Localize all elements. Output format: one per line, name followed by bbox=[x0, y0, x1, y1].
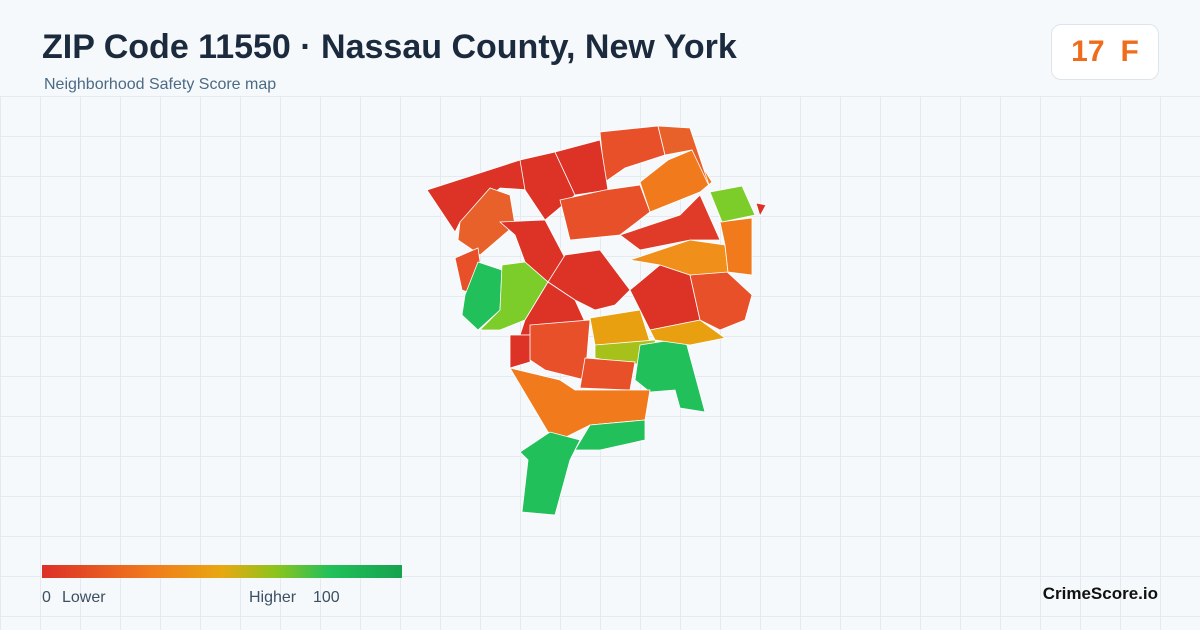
neighborhood bbox=[649, 319, 726, 346]
neighborhood bbox=[634, 337, 706, 413]
legend-max-label: Higher bbox=[249, 589, 297, 606]
neighborhood bbox=[529, 319, 591, 381]
neighborhood bbox=[579, 357, 636, 391]
neighborhood bbox=[755, 202, 767, 218]
subtitle: Neighborhood Safety Score map bbox=[44, 76, 277, 93]
brand: CrimeScore.io bbox=[1042, 584, 1158, 603]
score-badge: 17 F bbox=[1051, 24, 1159, 80]
neighborhood bbox=[559, 184, 651, 241]
score: 17 bbox=[1071, 35, 1105, 68]
grade: F bbox=[1120, 35, 1139, 68]
header: ZIP Code 11550 · Nassau County, New York… bbox=[0, 0, 1200, 97]
neighborhood bbox=[619, 194, 721, 251]
legend-min: 0 bbox=[42, 589, 51, 606]
legend-gradient bbox=[42, 565, 402, 578]
neighborhood bbox=[719, 217, 753, 276]
neighborhood bbox=[547, 249, 631, 311]
neighborhood bbox=[709, 185, 756, 223]
neighborhood bbox=[589, 309, 651, 346]
neighborhood bbox=[519, 431, 581, 516]
neighborhood bbox=[509, 334, 536, 369]
legend-max: 100 bbox=[313, 589, 340, 606]
legend-min-label: Lower bbox=[62, 589, 106, 606]
neighborhood bbox=[657, 125, 711, 189]
neighborhood bbox=[479, 261, 549, 331]
title: ZIP Code 11550 · Nassau County, New York bbox=[42, 28, 737, 66]
neighborhoods bbox=[426, 125, 767, 516]
